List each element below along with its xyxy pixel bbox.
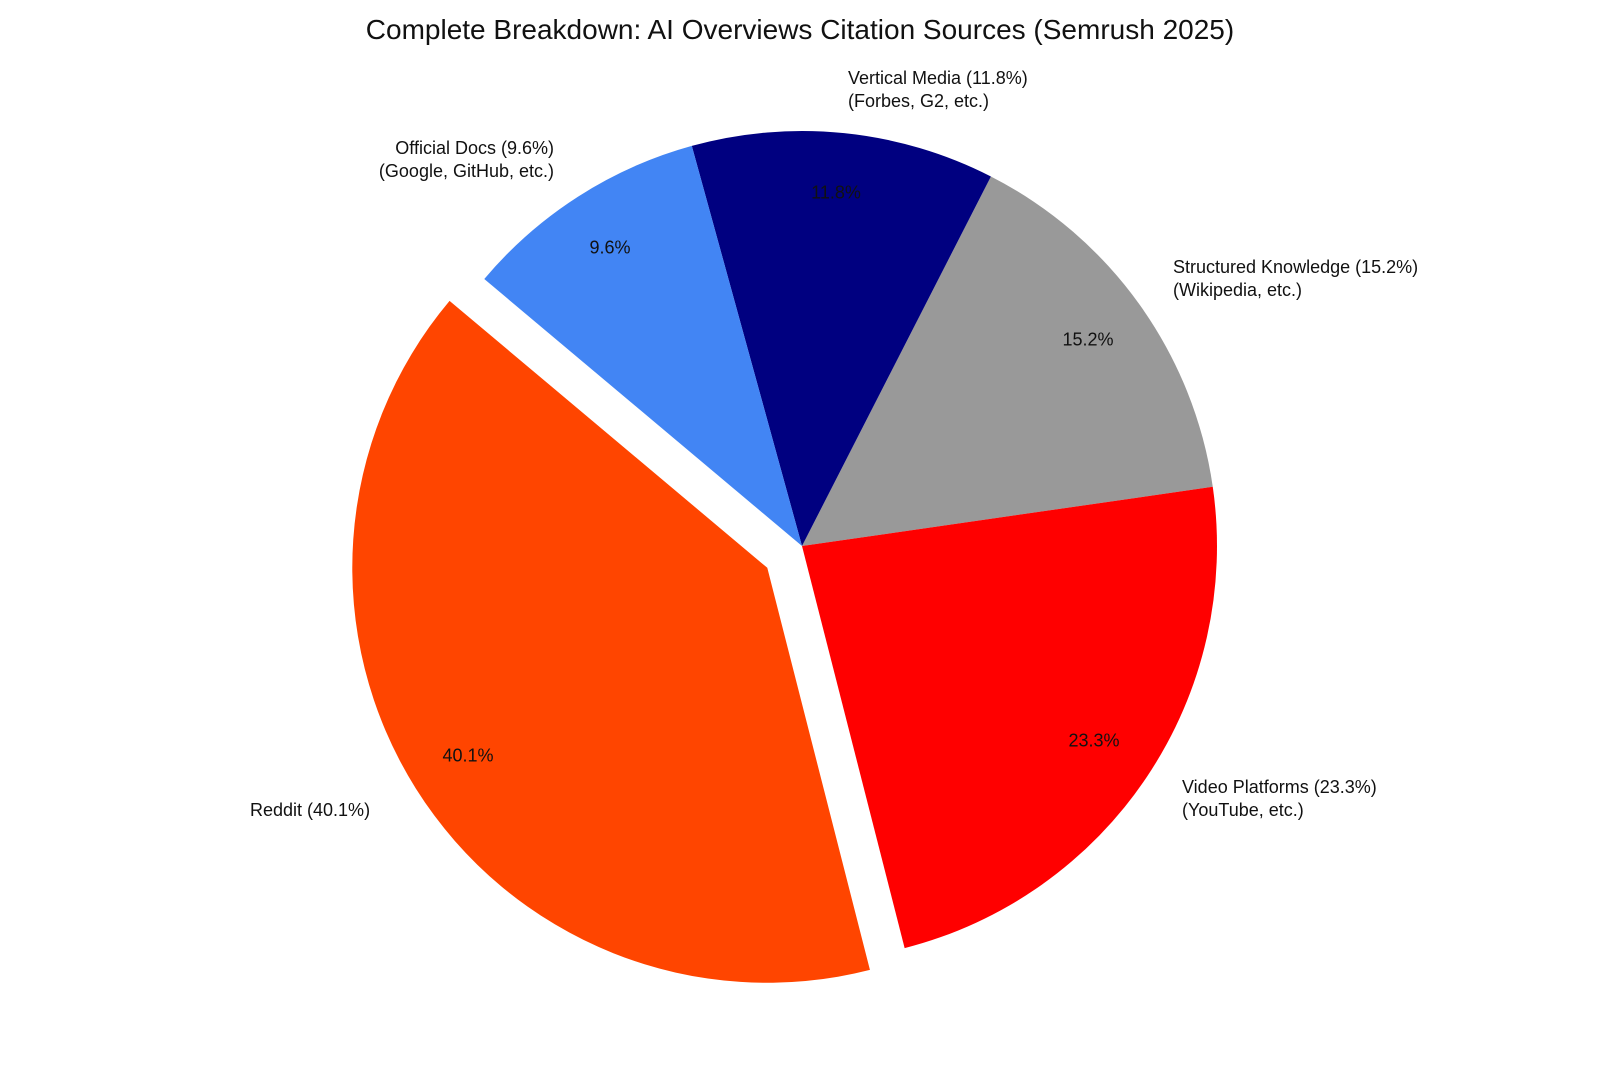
label-structured-knowledge: Structured Knowledge (15.2%) (Wikipedia,… xyxy=(1173,256,1418,302)
label-subline: (Google, GitHub, etc.) xyxy=(378,161,554,181)
label-line: Structured Knowledge (15.2%) xyxy=(1173,257,1419,277)
pct-video-platforms: 23.3% xyxy=(1068,730,1120,751)
slice-official-docs xyxy=(484,145,802,547)
label-line: Vertical Media (11.8%) xyxy=(848,68,1028,88)
slice-vertical-media xyxy=(691,130,991,546)
label-line: Reddit (40.1%) xyxy=(250,800,371,820)
label-subline: (YouTube, etc.) xyxy=(1182,800,1304,820)
pct-reddit: 40.1% xyxy=(442,745,494,766)
label-reddit: Reddit (40.1%) xyxy=(250,799,370,822)
label-video-platforms: Video Platforms (23.3%) (YouTube, etc.) xyxy=(1182,776,1377,822)
label-line: Video Platforms (23.3%) xyxy=(1182,777,1377,797)
label-vertical-media: Vertical Media (11.8%) (Forbes, G2, etc.… xyxy=(848,67,1028,113)
pct-vertical-media: 11.8% xyxy=(811,182,861,203)
label-official-docs: Official Docs (9.6%) (Google, GitHub, et… xyxy=(379,137,554,183)
label-subline: (Forbes, G2, etc.) xyxy=(848,91,990,111)
chart-title: Complete Breakdown: AI Overviews Citatio… xyxy=(365,14,1235,45)
slice-structured-knowledge xyxy=(802,176,1213,546)
pct-structured-knowledge: 15.2% xyxy=(1062,329,1114,350)
slice-reddit xyxy=(352,300,870,983)
pct-official-docs: 9.6% xyxy=(589,237,631,258)
slice-video-platforms xyxy=(802,486,1217,949)
label-line: Official Docs (9.6%) xyxy=(395,138,554,158)
label-subline: (Wikipedia, etc.) xyxy=(1173,280,1303,300)
